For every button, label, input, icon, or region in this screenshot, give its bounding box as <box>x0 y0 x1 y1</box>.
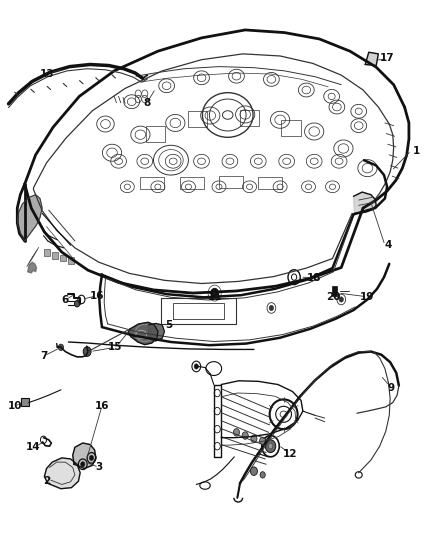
Bar <box>141 177 164 189</box>
Text: 8: 8 <box>143 98 151 108</box>
Polygon shape <box>365 52 378 66</box>
Text: 1: 1 <box>413 146 420 156</box>
Polygon shape <box>128 322 158 345</box>
Circle shape <box>233 429 240 436</box>
Bar <box>258 177 283 189</box>
Circle shape <box>194 364 198 369</box>
Text: 3: 3 <box>95 463 102 472</box>
Text: 20: 20 <box>327 292 341 302</box>
Polygon shape <box>28 262 36 273</box>
Bar <box>219 176 243 188</box>
Polygon shape <box>17 195 42 241</box>
Circle shape <box>251 435 257 442</box>
Bar <box>21 398 28 406</box>
Text: 7: 7 <box>41 351 48 361</box>
Circle shape <box>81 462 85 467</box>
Bar <box>332 286 337 296</box>
Bar <box>60 255 66 261</box>
Text: 6: 6 <box>62 295 69 305</box>
Text: 17: 17 <box>380 53 394 62</box>
Circle shape <box>74 301 80 307</box>
Circle shape <box>268 443 273 449</box>
Circle shape <box>260 472 265 478</box>
Bar <box>44 249 50 256</box>
Circle shape <box>242 432 248 439</box>
Bar <box>68 257 74 264</box>
Circle shape <box>260 437 266 445</box>
Text: 15: 15 <box>108 342 123 352</box>
Text: 9: 9 <box>388 383 395 393</box>
Bar <box>52 252 58 259</box>
Circle shape <box>83 347 91 357</box>
Text: 19: 19 <box>360 292 374 302</box>
Bar <box>240 110 259 126</box>
Bar <box>146 126 165 142</box>
Polygon shape <box>148 324 164 341</box>
Text: 11: 11 <box>208 292 223 302</box>
Text: 13: 13 <box>40 69 55 79</box>
Circle shape <box>211 288 219 298</box>
Circle shape <box>58 344 64 351</box>
Text: 4: 4 <box>385 240 392 250</box>
Text: 12: 12 <box>283 449 297 458</box>
Text: 5: 5 <box>165 320 173 330</box>
Circle shape <box>269 305 274 311</box>
Text: 16: 16 <box>95 401 109 411</box>
Circle shape <box>89 455 94 461</box>
Polygon shape <box>44 458 80 489</box>
Text: 14: 14 <box>26 442 41 452</box>
Text: 10: 10 <box>7 401 22 411</box>
Circle shape <box>265 440 276 453</box>
Text: 2: 2 <box>43 476 50 486</box>
Bar <box>187 111 207 127</box>
Polygon shape <box>353 192 376 213</box>
Bar <box>282 120 300 136</box>
Text: 16: 16 <box>89 290 104 301</box>
Circle shape <box>251 467 258 475</box>
Text: 18: 18 <box>307 273 321 282</box>
Bar <box>180 177 204 189</box>
Polygon shape <box>73 443 96 469</box>
Circle shape <box>339 297 343 302</box>
